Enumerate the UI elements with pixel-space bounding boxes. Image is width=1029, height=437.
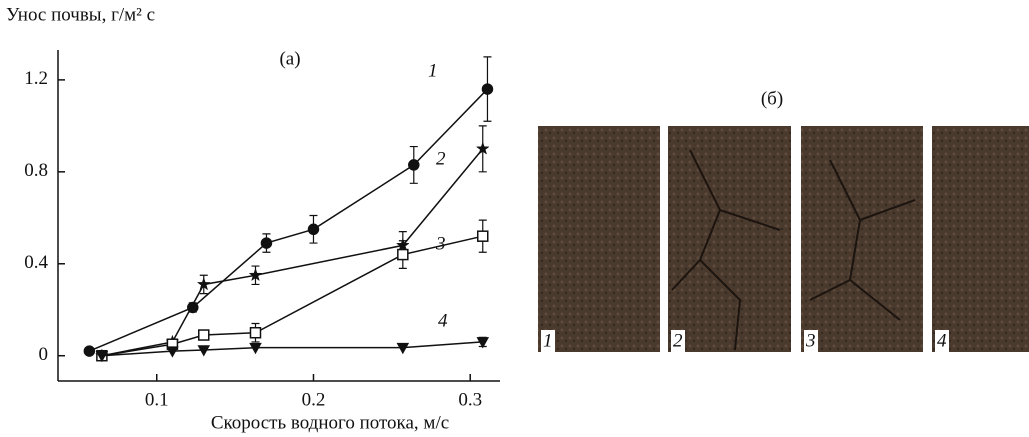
marker bbox=[308, 224, 318, 234]
chart-title: (а) bbox=[279, 48, 300, 69]
photo-panels bbox=[538, 126, 1029, 352]
series-label: 3 bbox=[435, 233, 446, 254]
photos-title: (б) bbox=[761, 88, 783, 109]
photo-label: 3 bbox=[805, 330, 816, 351]
x-tick-label: 0.3 bbox=[458, 389, 482, 410]
marker bbox=[482, 84, 492, 94]
soil-photo bbox=[801, 126, 923, 352]
soil-photo bbox=[538, 126, 660, 352]
x-axis-label: Скорость водного потока, м/с bbox=[211, 412, 449, 433]
series-line bbox=[89, 89, 487, 351]
marker bbox=[398, 250, 408, 260]
marker bbox=[199, 330, 209, 340]
marker bbox=[478, 231, 488, 241]
photo-label: 4 bbox=[937, 330, 947, 351]
figure: Унос почвы, г/м² с (а) Скорость водного … bbox=[0, 0, 1029, 437]
photo-label: 2 bbox=[673, 330, 683, 351]
series-label: 1 bbox=[428, 60, 438, 81]
series-line bbox=[102, 149, 483, 356]
series-line bbox=[102, 236, 483, 356]
x-tick-label: 0.2 bbox=[302, 389, 326, 410]
photo-label: 1 bbox=[543, 330, 553, 351]
series-label: 4 bbox=[438, 310, 448, 331]
y-tick-label: 0 bbox=[39, 344, 49, 365]
y-tick-label: 1.2 bbox=[24, 68, 48, 89]
marker bbox=[261, 238, 271, 248]
soil-photo bbox=[668, 126, 791, 352]
y-tick-label: 0.8 bbox=[24, 160, 48, 181]
soil-photo bbox=[932, 126, 1029, 352]
marker bbox=[409, 160, 419, 170]
marker bbox=[250, 328, 260, 338]
y-tick-label: 0.4 bbox=[24, 252, 48, 273]
series-label: 2 bbox=[436, 148, 446, 169]
x-tick-label: 0.1 bbox=[145, 389, 169, 410]
y-axis-label: Унос почвы, г/м² с bbox=[6, 4, 155, 25]
marker bbox=[84, 346, 94, 356]
